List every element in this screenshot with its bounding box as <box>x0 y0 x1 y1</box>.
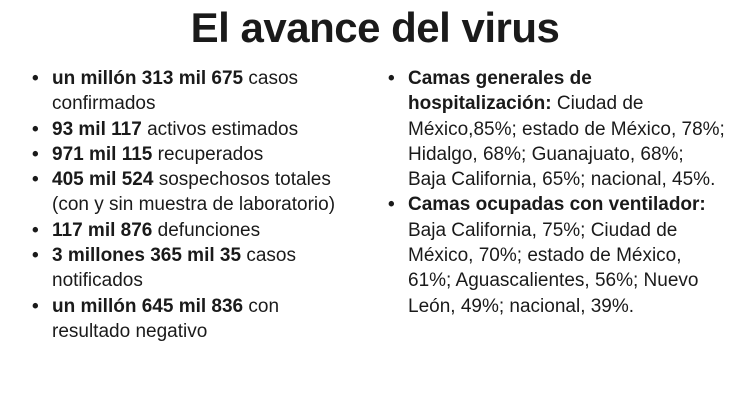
list-item: • Camas ocupadas con ventilador: Baja Ca… <box>386 192 726 318</box>
bullet-icon: • <box>32 68 39 89</box>
list-item: • 3 millones 365 mil 35 casos notificado… <box>30 243 360 294</box>
list-item: • un millón 313 mil 675 casos confirmado… <box>30 66 360 117</box>
list-item: • 117 mil 876 defunciones <box>30 218 360 243</box>
list-item: • 971 mil 115 recuperados <box>30 142 360 167</box>
stat-value: 3 millones 365 mil 35 <box>52 245 242 267</box>
stat-value: 117 mil 876 <box>52 219 153 241</box>
beds-detail: Ciudad de México,85%; estado de México, … <box>408 93 725 191</box>
list-item: • 93 mil 117 activos estimados <box>30 117 360 142</box>
bullet-icon: • <box>388 194 395 216</box>
left-stats-list: • un millón 313 mil 675 casos confirmado… <box>30 66 360 344</box>
bullet-icon: • <box>32 169 39 191</box>
beds-heading: Camas generales de hospitalización: <box>408 68 592 115</box>
stat-label: con resultado negativo <box>52 295 280 342</box>
stat-value: 93 mil 117 <box>52 118 142 140</box>
stat-label: casos notificados <box>52 245 296 292</box>
page-title: El avance del virus <box>190 4 560 51</box>
list-item: • Camas generales de hospitalización: Ci… <box>386 66 726 192</box>
stat-label: recuperados <box>152 143 264 165</box>
beds-detail: Baja California, 75%; Ciudad de México, … <box>408 219 699 317</box>
stat-value: 405 mil 524 <box>52 169 154 191</box>
stat-label: casos confirmados <box>52 68 299 115</box>
beds-heading: Camas ocupadas con ventilador: <box>408 194 706 216</box>
stat-value: un millón 645 mil 836 <box>52 295 244 317</box>
list-item: • un millón 645 mil 836 con resultado ne… <box>30 294 360 345</box>
stat-value: un millón 313 mil 675 <box>52 68 244 89</box>
bullet-icon: • <box>388 68 395 89</box>
right-beds-list: • Camas generales de hospitalización: Ci… <box>386 66 726 319</box>
stat-value: 971 mil 115 <box>52 143 153 165</box>
stat-label: defunciones <box>152 219 261 241</box>
bullet-icon: • <box>32 118 39 140</box>
list-item: • 405 mil 524 sospechosos totales (con y… <box>30 167 360 218</box>
bullet-icon: • <box>32 295 39 317</box>
bullet-icon: • <box>32 219 39 241</box>
stat-label: activos estimados <box>141 118 299 140</box>
stat-label: sospechosos totales (con y sin muestra d… <box>52 169 336 216</box>
bullet-icon: • <box>32 245 39 267</box>
bullet-icon: • <box>32 143 39 165</box>
